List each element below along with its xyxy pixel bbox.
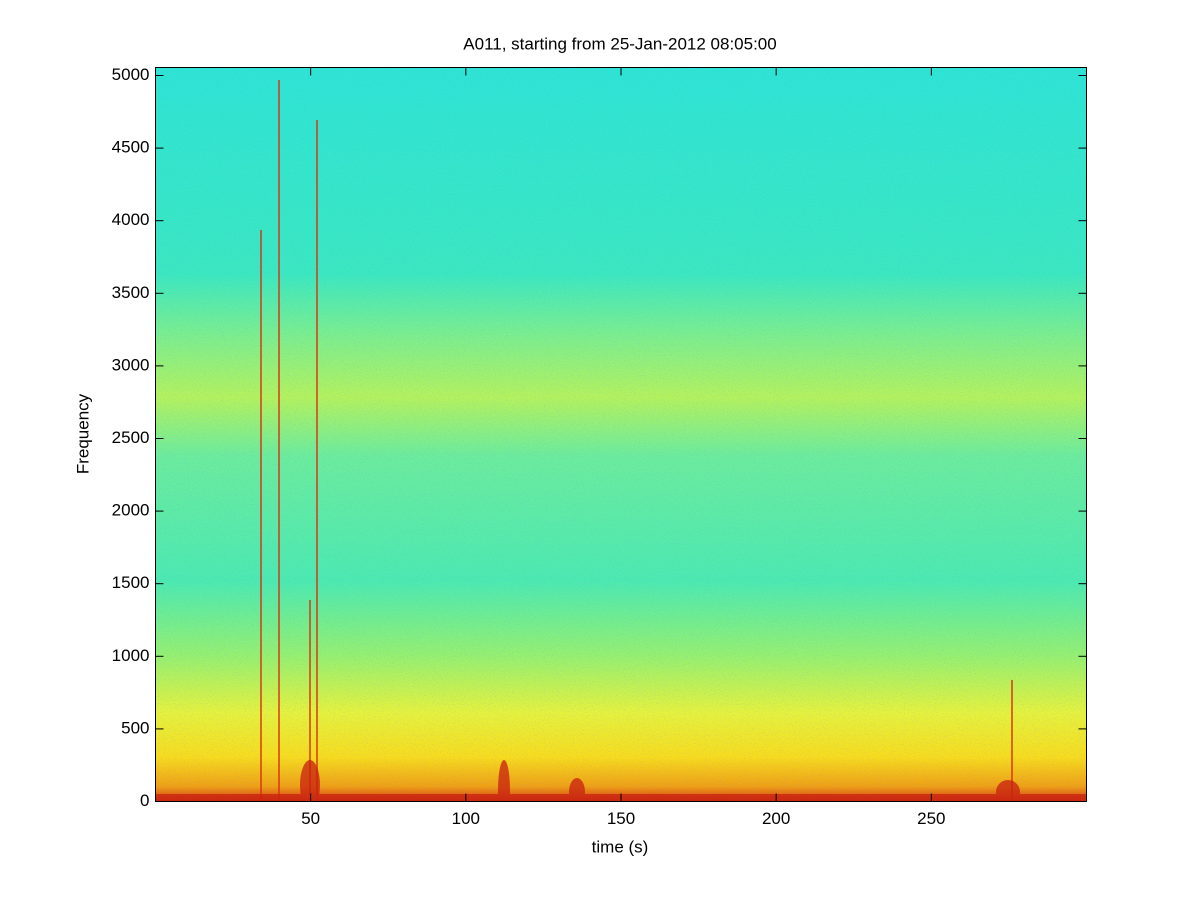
x-tick-label: 50 bbox=[301, 809, 320, 828]
x-tick-label: 250 bbox=[917, 809, 945, 828]
y-tick-label: 4500 bbox=[112, 138, 150, 157]
y-tick-label: 1500 bbox=[112, 573, 150, 592]
x-tick-label: 100 bbox=[452, 809, 480, 828]
x-axis-label: time (s) bbox=[592, 837, 649, 856]
x-tick-label: 150 bbox=[607, 809, 635, 828]
y-tick-label: 500 bbox=[121, 718, 149, 737]
y-tick-label: 5000 bbox=[112, 65, 150, 84]
chart-title: A011, starting from 25-Jan-2012 08:05:00 bbox=[463, 34, 776, 53]
y-tick-label: 2500 bbox=[112, 428, 150, 447]
spectrogram-image bbox=[155, 67, 1086, 801]
y-tick-label: 2000 bbox=[112, 501, 150, 520]
x-tick-label: 200 bbox=[762, 809, 790, 828]
y-tick-label: 4000 bbox=[112, 210, 150, 229]
y-tick-label: 0 bbox=[140, 791, 149, 810]
y-axis-label: Frequency bbox=[73, 393, 92, 474]
y-tick-label: 3000 bbox=[112, 355, 150, 374]
y-tick-label: 3500 bbox=[112, 283, 150, 302]
y-tick-label: 1000 bbox=[112, 646, 150, 665]
